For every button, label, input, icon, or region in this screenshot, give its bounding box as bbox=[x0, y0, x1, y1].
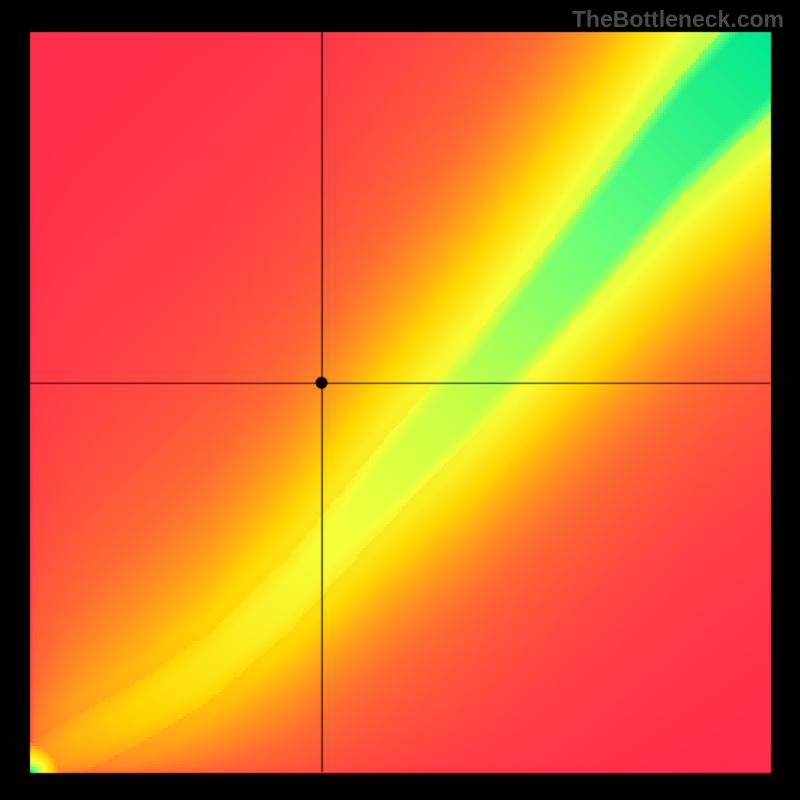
watermark-text: TheBottleneck.com bbox=[572, 6, 784, 33]
bottleneck-heatmap bbox=[0, 0, 800, 800]
